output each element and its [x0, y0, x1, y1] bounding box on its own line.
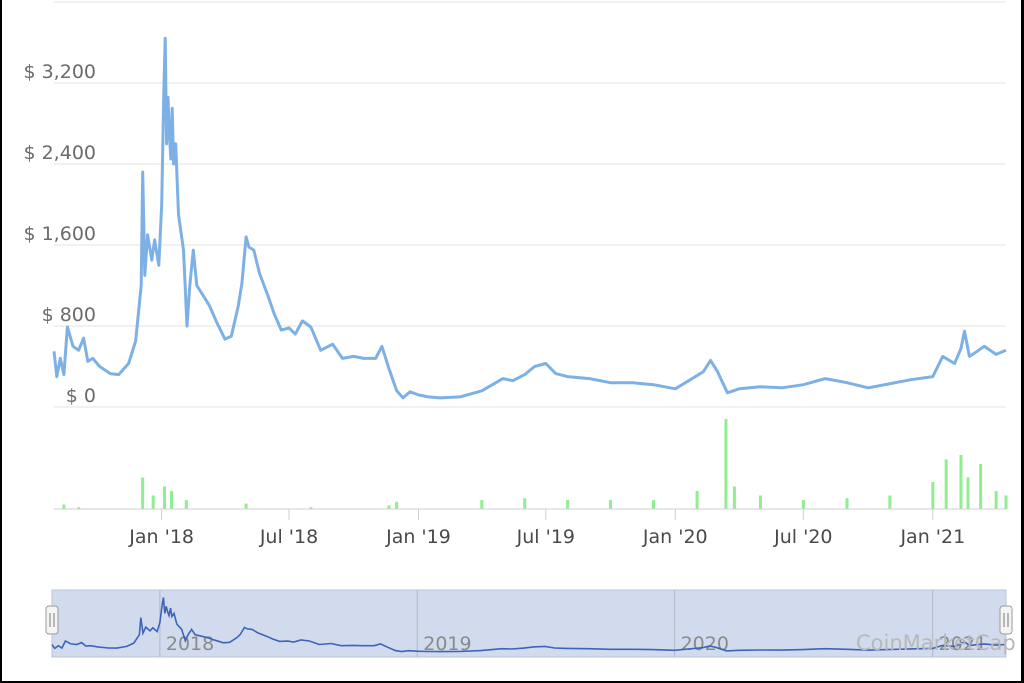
volume-bar — [845, 498, 849, 509]
volume-bar — [170, 491, 174, 509]
volume-bars — [62, 419, 1008, 509]
volume-bar — [1004, 495, 1008, 509]
x-tick-label: Jan '20 — [642, 526, 708, 548]
volume-bar — [244, 503, 248, 509]
navigator-selection[interactable] — [51, 589, 1007, 658]
volume-bar — [695, 491, 699, 509]
volume-bar — [966, 477, 970, 509]
volume-bar — [732, 486, 736, 509]
volume-bar — [162, 486, 166, 509]
volume-bar — [77, 507, 81, 509]
price-series — [52, 36, 1007, 400]
volume-bar — [801, 500, 805, 509]
price-line — [52, 36, 1007, 400]
x-tick-label: Jan '19 — [385, 526, 451, 548]
navigator-line — [51, 597, 1007, 653]
volume-bar — [523, 498, 527, 509]
volume-bar — [151, 495, 155, 509]
x-tick-label: Jul '20 — [773, 526, 832, 548]
y-tick-label: $ 2,400 — [23, 142, 96, 164]
y-axis-ticks: $ 0 $ 800 $ 1,600 $ 2,400 $ 3,200 $ 4,000 — [23, 0, 96, 407]
volume-bar — [758, 495, 762, 509]
x-tick-label: Jan '18 — [128, 526, 194, 548]
x-axis-ticks: Jan '18 Jul '18 Jan '19 Jul '19 Jan '20 Jul '… — [54, 508, 1006, 548]
navigator-handle-left[interactable] — [45, 605, 59, 635]
volume-bar — [480, 500, 484, 509]
volume-bar — [395, 501, 399, 509]
volume-bar — [184, 500, 188, 509]
volume-bar — [309, 507, 313, 509]
y-tick-label: $ 800 — [42, 304, 96, 326]
volume-bar — [141, 477, 145, 509]
volume-bar — [888, 495, 892, 509]
volume-bar — [609, 500, 613, 509]
volume-bar — [931, 482, 935, 509]
volume-bar — [62, 504, 66, 509]
volume-bar — [994, 491, 998, 509]
navigator-year-label: 2018 — [166, 633, 214, 655]
volume-bar — [724, 419, 728, 509]
navigator-year-label: 2020 — [681, 633, 729, 655]
volume-bar — [387, 505, 391, 509]
volume-bar — [944, 459, 948, 509]
watermark: CoinMarketCap — [856, 631, 1016, 655]
x-tick-label: Jul '19 — [516, 526, 575, 548]
volume-bar — [979, 464, 983, 509]
y-tick-label: $ 4,000 — [23, 0, 96, 2]
x-tick-label: Jan '21 — [899, 526, 965, 548]
navigator[interactable]: 2018 2019 2020 2021 — [45, 589, 1013, 658]
navigator-year-label: 2019 — [423, 633, 471, 655]
navigator-handle-right[interactable] — [999, 605, 1013, 635]
y-tick-label: $ 0 — [66, 385, 96, 407]
grid-lines — [54, 1, 1006, 408]
x-tick-label: Jul '18 — [259, 526, 318, 548]
volume-bar — [959, 455, 963, 509]
y-tick-label: $ 3,200 — [23, 61, 96, 83]
navigator-year-label: 2021 — [939, 633, 987, 655]
volume-bar — [651, 500, 655, 509]
volume-bar — [566, 500, 570, 509]
y-tick-label: $ 1,600 — [23, 223, 96, 245]
